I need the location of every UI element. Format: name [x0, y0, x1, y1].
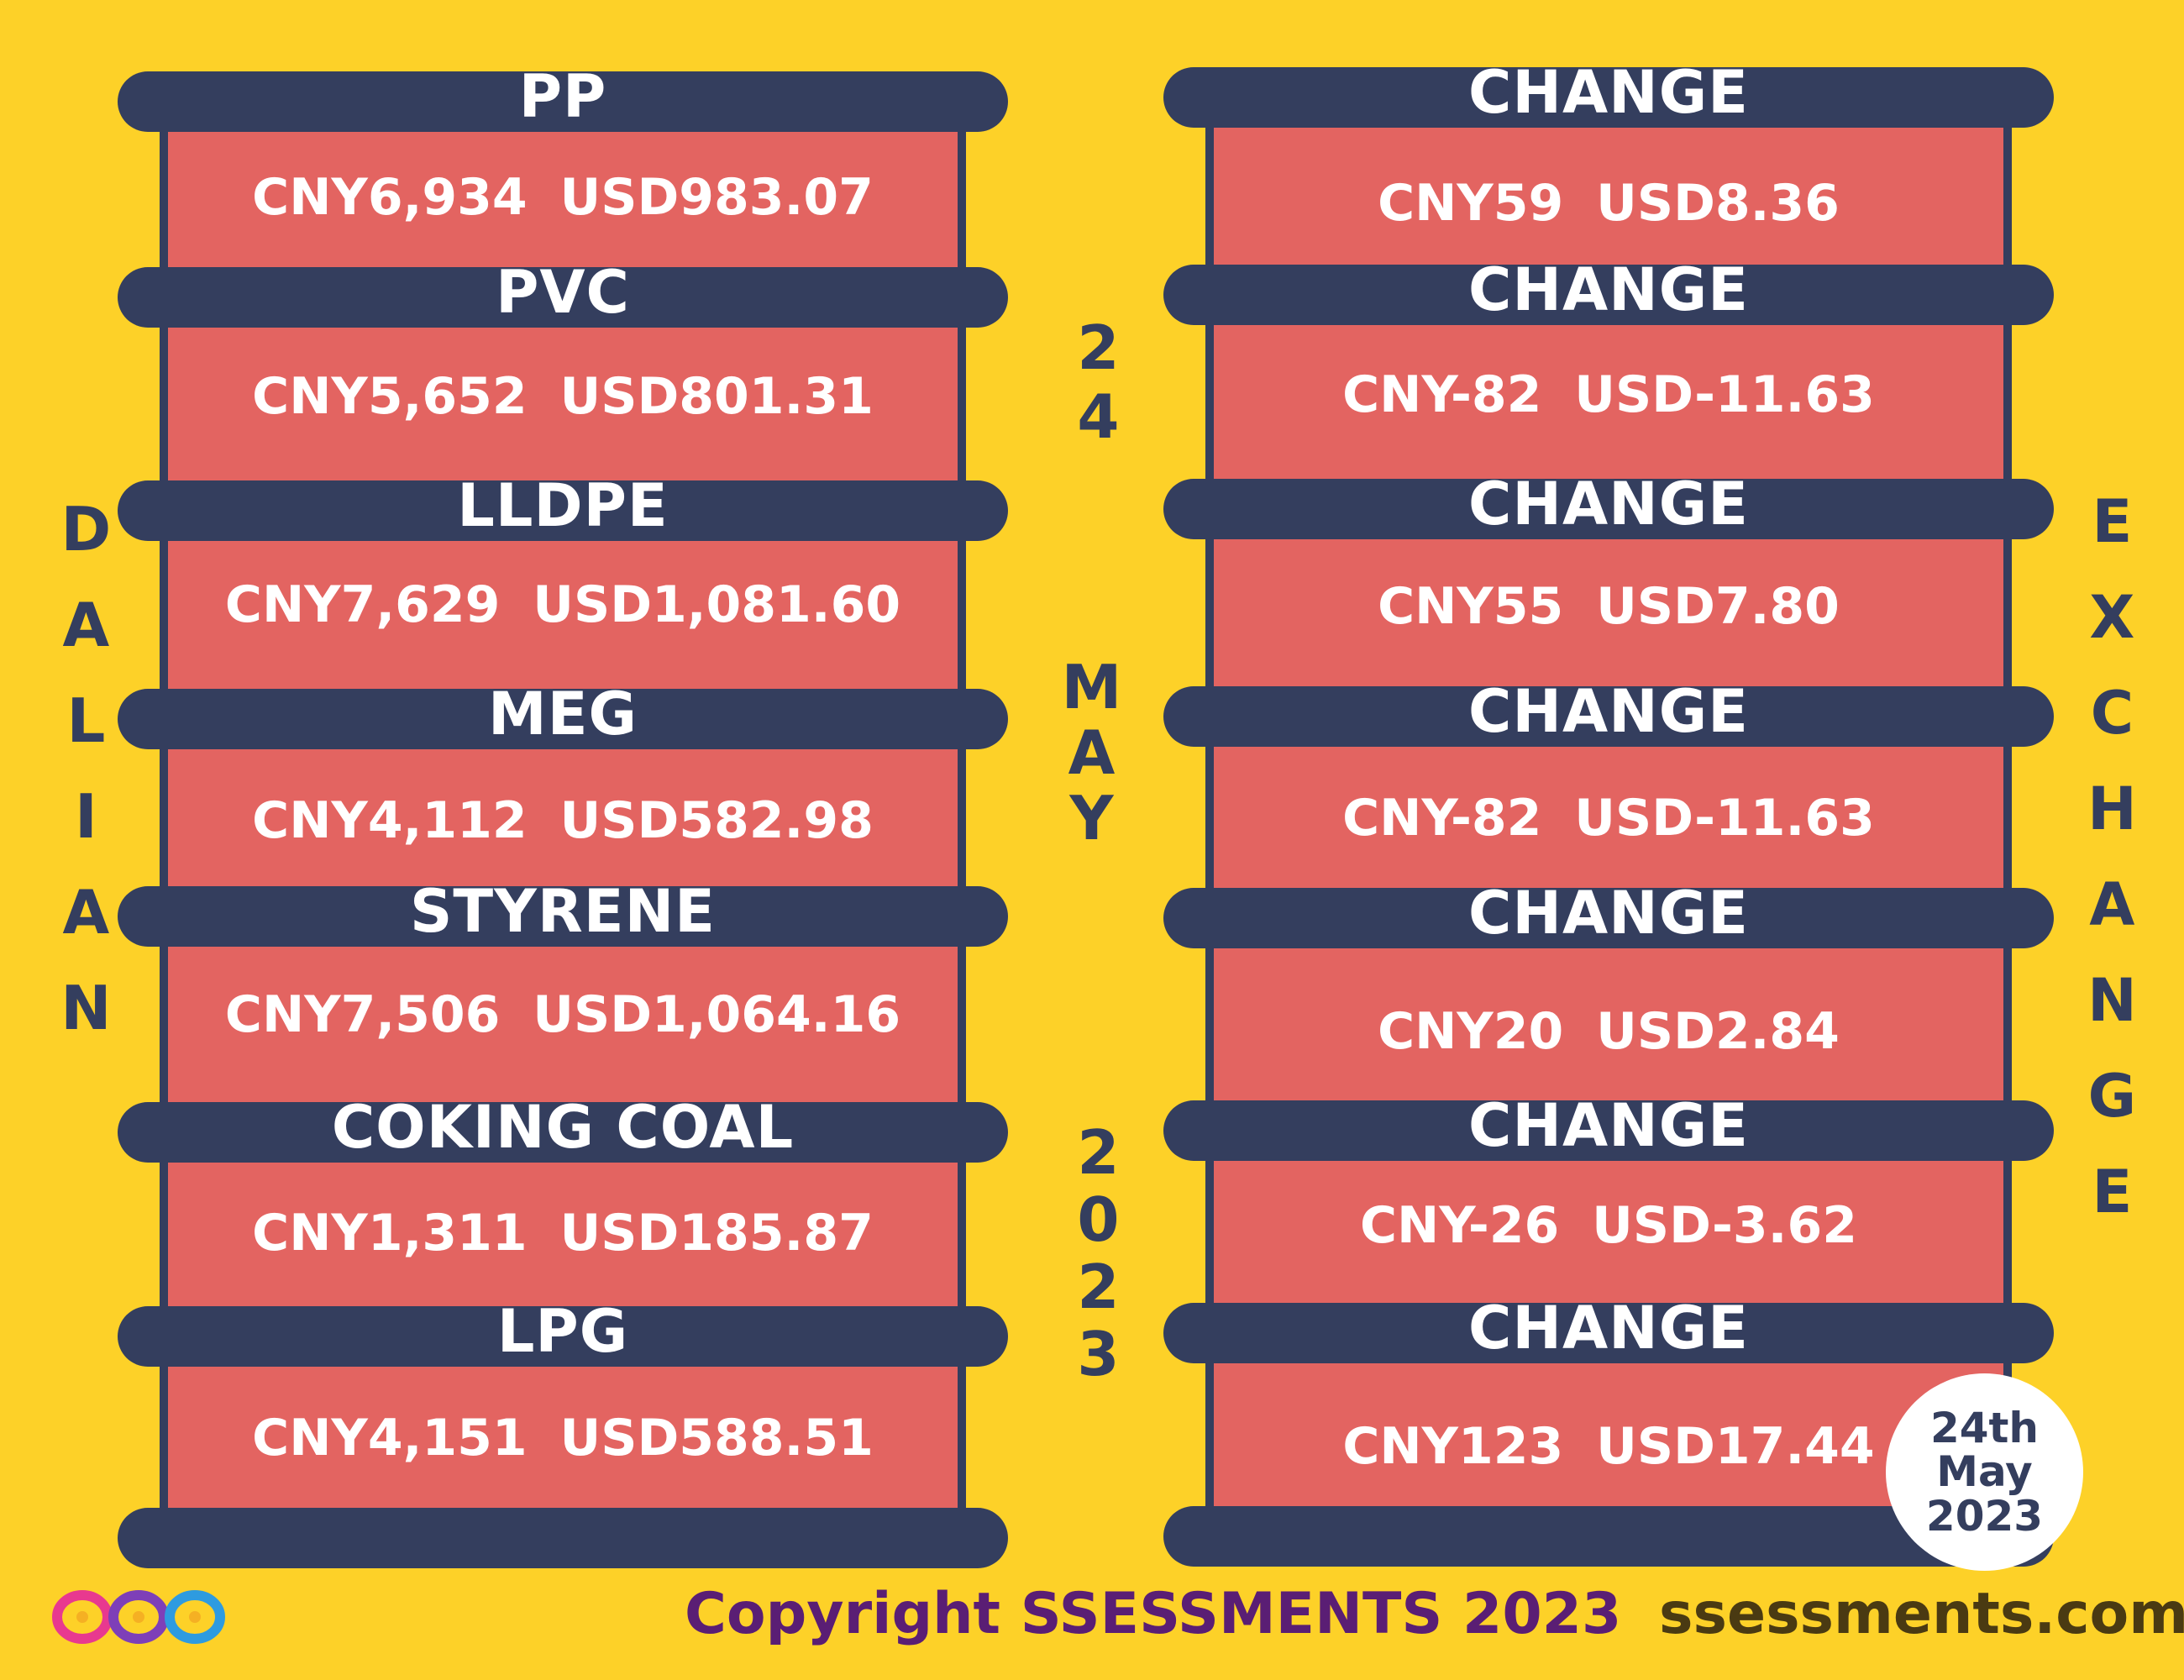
change-value: CNY20 USD2.84 — [1378, 1002, 1840, 1061]
change-label: CHANGE — [1468, 470, 1749, 538]
change-value: CNY55 USD7.80 — [1378, 577, 1840, 636]
badge-day: 24th — [1929, 1403, 2040, 1452]
change-panel — [1205, 101, 2012, 1529]
vertical-letters: EXCHANGE — [2077, 487, 2147, 1253]
bar-change-coking-coal: CHANGE — [1163, 1096, 2054, 1161]
bar-meg: MEG — [118, 685, 1008, 749]
bar-pvc: PVC — [118, 263, 1008, 328]
change-value: CNY-82 USD-11.63 — [1342, 789, 1875, 848]
price-change-board: CHANGE CNY59 USD8.36 CHANGE CNY-82 USD-1… — [1163, 0, 2054, 1579]
change-label: CHANGE — [1468, 677, 1749, 746]
price-panel — [160, 101, 966, 1529]
date-month: MAY — [1056, 652, 1127, 848]
month-letters: MAY — [1056, 652, 1127, 848]
change-label: CHANGE — [1468, 1294, 1749, 1362]
copyright-text: Copyright SSESSMENTS 2023 — [685, 1581, 1622, 1647]
commodity-price: CNY7,629 USD1,081.60 — [224, 575, 901, 634]
commodity-name: STYRENE — [410, 877, 716, 946]
commodity-price-board: PP CNY6,934 USD983.07 PVC CNY5,652 USD80… — [118, 0, 1008, 1579]
badge-month: May — [1936, 1447, 2033, 1497]
commodity-name: PP — [518, 62, 607, 131]
bar-change-pp: CHANGE — [1163, 63, 2054, 128]
change-value: CNY-26 USD-3.62 — [1360, 1196, 1857, 1255]
year-digits: 2023 — [1063, 1117, 1134, 1386]
change-value: CNY-82 USD-11.63 — [1342, 365, 1875, 424]
bar-styrene: STYRENE — [118, 882, 1008, 947]
change-value: CNY123 USD17.44 — [1342, 1417, 1875, 1476]
ssessments-logo-icon — [52, 1590, 225, 1644]
date-day: 24 — [1063, 312, 1134, 450]
exchange-word-title: EXCHANGE — [2077, 487, 2147, 1253]
date-year: 2023 — [1063, 1117, 1134, 1386]
date-badge: 24th May 2023 — [1886, 1373, 2083, 1571]
commodity-name: LPG — [496, 1297, 629, 1366]
commodity-price: CNY7,506 USD1,064.16 — [224, 985, 901, 1044]
change-label: CHANGE — [1468, 879, 1749, 948]
exchange-city-title: DALIAN — [42, 494, 129, 1068]
commodity-price: CNY1,311 USD185.87 — [252, 1204, 874, 1263]
bar-change-lldpe: CHANGE — [1163, 475, 2054, 539]
commodity-price: CNY5,652 USD801.31 — [252, 367, 874, 426]
change-value: CNY59 USD8.36 — [1378, 174, 1840, 233]
day-digits: 24 — [1063, 312, 1134, 450]
bar-lldpe: LLDPE — [118, 476, 1008, 541]
vertical-letters: DALIAN — [50, 494, 122, 1068]
bar-change-lpg: CHANGE — [1163, 1299, 2054, 1363]
commodity-name: LLDPE — [457, 471, 669, 540]
bar-lpg: LPG — [118, 1302, 1008, 1367]
change-label: CHANGE — [1468, 58, 1749, 127]
bar-pp: PP — [118, 67, 1008, 132]
bar-change-pvc: CHANGE — [1163, 260, 2054, 325]
badge-year: 2023 — [1925, 1491, 2044, 1541]
change-label: CHANGE — [1468, 255, 1749, 324]
commodity-price: CNY4,112 USD582.98 — [252, 791, 874, 850]
commodity-price: CNY4,151 USD588.51 — [252, 1409, 874, 1467]
commodity-price: CNY6,934 USD983.07 — [252, 168, 874, 227]
change-label: CHANGE — [1468, 1091, 1749, 1160]
commodity-name: COKING COAL — [331, 1093, 795, 1162]
bar-change-styrene: CHANGE — [1163, 884, 2054, 948]
bar-bottom — [118, 1508, 1008, 1568]
bar-coking-coal: COKING COAL — [118, 1098, 1008, 1163]
commodity-name: MEG — [488, 680, 638, 748]
bar-change-meg: CHANGE — [1163, 682, 2054, 747]
website-link[interactable]: ssessments.com — [1659, 1581, 2184, 1647]
commodity-name: PVC — [496, 258, 630, 327]
